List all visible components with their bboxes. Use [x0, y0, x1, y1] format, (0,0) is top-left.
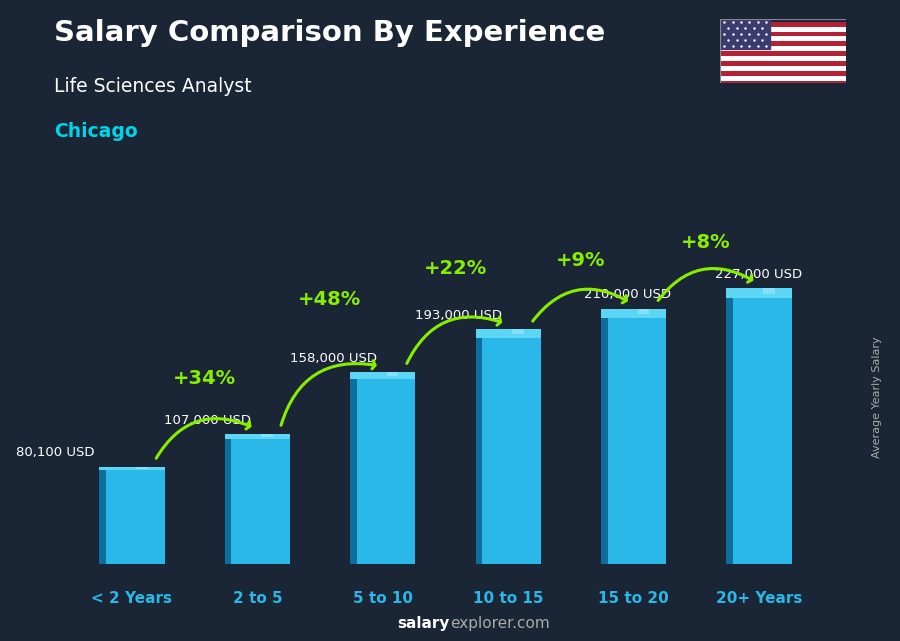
- Bar: [225, 434, 290, 564]
- Bar: [720, 46, 846, 51]
- Text: 227,000 USD: 227,000 USD: [716, 268, 803, 281]
- FancyArrowPatch shape: [281, 361, 375, 425]
- Bar: [720, 81, 846, 86]
- Bar: [720, 51, 846, 56]
- Bar: [225, 434, 290, 438]
- Text: Life Sciences Analyst: Life Sciences Analyst: [54, 77, 252, 96]
- Bar: [720, 22, 846, 27]
- Text: +48%: +48%: [298, 290, 362, 309]
- Bar: [475, 329, 482, 564]
- Bar: [720, 66, 846, 71]
- Bar: [475, 329, 541, 564]
- Bar: [136, 467, 148, 469]
- FancyArrowPatch shape: [658, 269, 752, 301]
- Text: 80,100 USD: 80,100 USD: [16, 446, 94, 460]
- Bar: [726, 288, 792, 564]
- Text: 193,000 USD: 193,000 USD: [415, 309, 502, 322]
- FancyArrowPatch shape: [533, 289, 626, 321]
- Bar: [225, 434, 231, 564]
- Bar: [720, 71, 846, 76]
- Bar: [350, 372, 416, 564]
- Text: Average Yearly Salary: Average Yearly Salary: [872, 337, 883, 458]
- Text: Chicago: Chicago: [54, 122, 138, 141]
- Bar: [763, 288, 775, 294]
- Bar: [726, 288, 792, 298]
- Bar: [601, 309, 608, 564]
- FancyArrowPatch shape: [157, 419, 250, 458]
- Text: 20+ Years: 20+ Years: [716, 591, 802, 606]
- Text: +9%: +9%: [556, 251, 606, 270]
- Text: explorer.com: explorer.com: [450, 617, 550, 631]
- Bar: [475, 329, 541, 338]
- Bar: [350, 372, 416, 379]
- Bar: [720, 19, 770, 49]
- Bar: [387, 372, 399, 376]
- Bar: [601, 309, 666, 318]
- Bar: [720, 37, 846, 42]
- Text: < 2 Years: < 2 Years: [92, 591, 173, 606]
- Text: +22%: +22%: [424, 260, 487, 278]
- Bar: [512, 329, 524, 335]
- Bar: [720, 27, 846, 31]
- Bar: [350, 372, 356, 564]
- Bar: [637, 309, 649, 314]
- Bar: [99, 467, 165, 564]
- Bar: [99, 467, 106, 564]
- Bar: [601, 309, 666, 564]
- Text: 210,000 USD: 210,000 USD: [584, 288, 670, 301]
- Text: Salary Comparison By Experience: Salary Comparison By Experience: [54, 19, 605, 47]
- Text: 158,000 USD: 158,000 USD: [290, 352, 376, 365]
- Text: salary: salary: [398, 617, 450, 631]
- Bar: [99, 467, 165, 470]
- Bar: [261, 434, 273, 437]
- Text: 107,000 USD: 107,000 USD: [164, 413, 251, 427]
- Text: 10 to 15: 10 to 15: [473, 591, 544, 606]
- Text: 5 to 10: 5 to 10: [353, 591, 413, 606]
- Text: +8%: +8%: [681, 233, 731, 252]
- Text: 2 to 5: 2 to 5: [232, 591, 283, 606]
- Bar: [720, 56, 846, 61]
- Bar: [720, 42, 846, 46]
- Bar: [720, 31, 846, 37]
- Bar: [720, 76, 846, 81]
- Bar: [726, 288, 733, 564]
- Text: +34%: +34%: [173, 369, 236, 388]
- Text: 15 to 20: 15 to 20: [598, 591, 669, 606]
- Bar: [720, 61, 846, 66]
- FancyArrowPatch shape: [407, 317, 500, 363]
